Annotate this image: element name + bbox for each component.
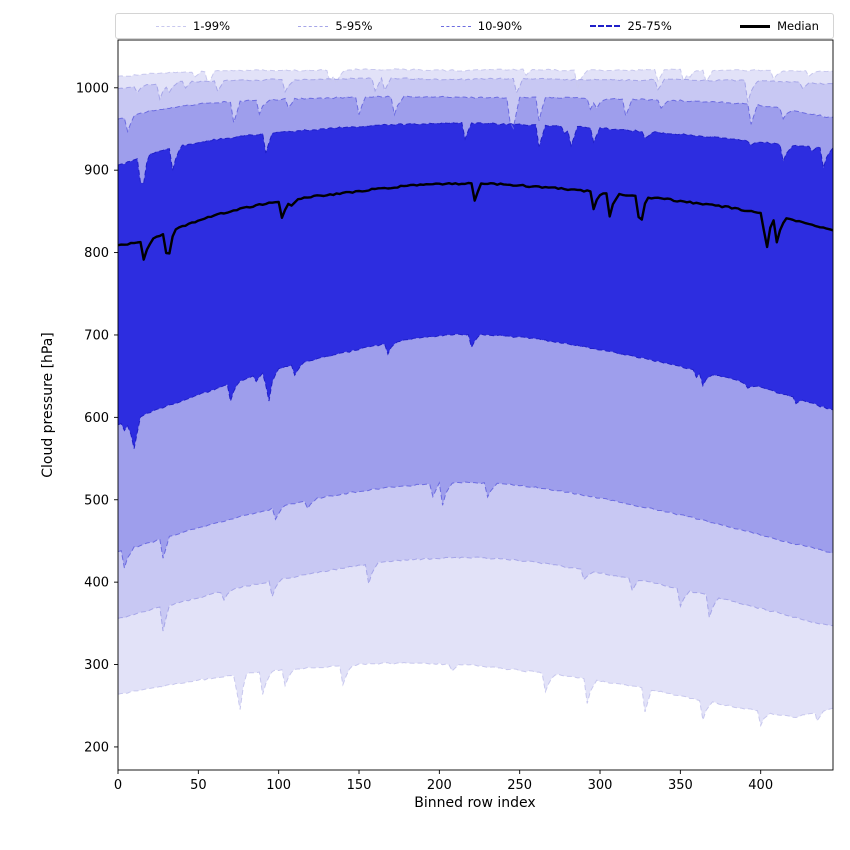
legend-label: 5-95% <box>335 19 373 33</box>
edge-p90 <box>118 95 833 134</box>
y-tick-label: 500 <box>84 493 109 508</box>
x-tick-label: 150 <box>347 778 372 793</box>
legend-line-sample <box>298 25 329 27</box>
x-axis-label: Binned row index <box>414 795 535 811</box>
percentile-bands <box>118 68 833 726</box>
x-tick-label: 0 <box>114 778 122 793</box>
y-tick-label: 900 <box>84 164 109 179</box>
legend-label: Median <box>777 19 819 33</box>
legend-line-sample <box>740 24 771 28</box>
x-tick-label: 400 <box>748 778 773 793</box>
legend-line-sample <box>156 25 186 27</box>
x-tick-label: 250 <box>507 778 532 793</box>
legend-line-sample <box>590 25 621 27</box>
legend-entry: 10-90% <box>440 19 523 33</box>
y-tick-label: 600 <box>84 411 109 426</box>
y-tick-label: 800 <box>84 246 109 261</box>
y-tick-label: 200 <box>84 740 109 755</box>
y-tick-label: 300 <box>84 658 109 673</box>
edge-p5 <box>118 556 833 632</box>
legend-line-sample <box>440 25 471 27</box>
legend-entry: Median <box>740 19 819 33</box>
edge-p1 <box>118 661 833 728</box>
median-line-layer <box>118 181 833 261</box>
edge-p10 <box>118 481 833 569</box>
x-tick-label: 100 <box>266 778 291 793</box>
x-tick-label: 350 <box>668 778 693 793</box>
legend-label: 1-99% <box>193 19 231 33</box>
y-tick-label: 400 <box>84 576 109 591</box>
y-axis-label: Cloud pressure [hPa] <box>40 332 56 478</box>
band-25-75% <box>118 122 833 449</box>
percentile-edge-lines <box>118 68 833 728</box>
edge-p25 <box>118 333 833 449</box>
axes: 0 50 100 150 200 250 300 350 400 1000 900 800 700 600… <box>76 39 834 793</box>
plot-frame <box>117 39 834 771</box>
legend: 1-99% 5-95% 10-90% 25-75% Median <box>115 13 834 39</box>
x-tick-label: 200 <box>427 778 452 793</box>
y-tick-label: 700 <box>84 328 109 343</box>
legend-entry: 1-99% <box>156 19 230 33</box>
edge-p99 <box>118 68 833 89</box>
legend-entry: 25-75% <box>590 19 672 33</box>
edge-p95 <box>118 76 833 103</box>
median-line <box>118 181 833 261</box>
legend-label: 10-90% <box>477 19 523 33</box>
y-tick-label: 1000 <box>76 81 109 96</box>
edge-p75 <box>118 122 833 184</box>
x-tick-label: 300 <box>588 778 613 793</box>
x-tick-label: 50 <box>190 778 207 793</box>
legend-label: 25-75% <box>627 19 672 33</box>
legend-entry: 5-95% <box>298 19 372 33</box>
